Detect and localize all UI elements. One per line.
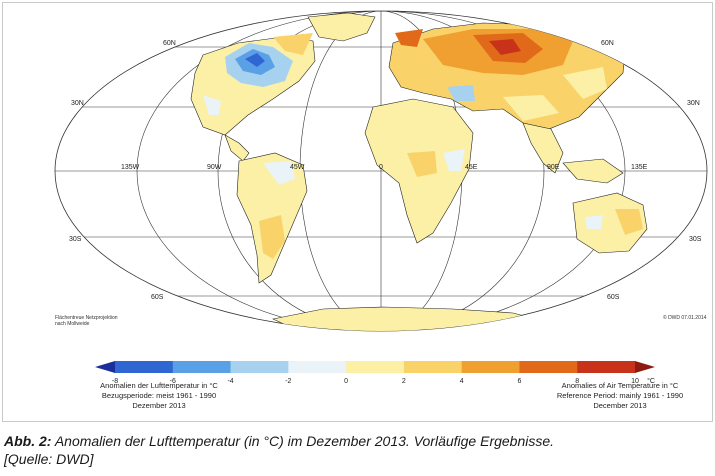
- colorbar-tick-label: 4: [460, 378, 464, 385]
- colorbar-tick-label: 10: [631, 378, 639, 385]
- figure-frame: 60N 30N 30S 60S 135W 90W 45W 0 45E 90E 1…: [2, 2, 713, 422]
- colorbar-segment: [519, 361, 578, 373]
- colorbar-segment: [115, 361, 174, 373]
- lat-label-60s: 60S: [151, 294, 164, 301]
- colorbar-tick-label: 8: [575, 378, 579, 385]
- colorbar-segment: [288, 361, 347, 373]
- grid-labels: 60N 30N 30S 60S 135W 90W 45W 0 45E 90E 1…: [69, 40, 702, 301]
- lon-label-45w: 45W: [290, 164, 305, 171]
- colorbar-unit-label: °C: [647, 377, 655, 385]
- lon-label-45e: 45E: [465, 164, 478, 171]
- projection-note-line2: nach Mollweide: [55, 321, 90, 327]
- greenland: [307, 12, 376, 42]
- south-america: [236, 152, 308, 284]
- legend-german-line3: Dezember 2013: [132, 401, 186, 410]
- central-america: [224, 134, 250, 162]
- lon-label-135e: 135E: [631, 164, 648, 171]
- caption-text: Anomalien der Lufttemperatur (in °C) im …: [51, 433, 555, 449]
- legend-german-line2: Bezugsperiode: meist 1961 - 1990: [101, 391, 217, 400]
- lat-label-60n: 60N: [163, 40, 176, 47]
- eurasia: [388, 22, 626, 130]
- legend-german: Anomalien der Lufttemperatur in °C Bezug…: [79, 381, 239, 411]
- colorbar-tick-label: -4: [227, 378, 233, 385]
- lon-label-0: 0: [379, 164, 383, 171]
- maritime-southeast-asia: [562, 158, 624, 184]
- south-asia: [522, 122, 564, 174]
- projection-note-line1: Flächentreue Netzprojektion: [55, 315, 118, 321]
- lat-label-60n-right: 60N: [601, 40, 614, 47]
- lat-label-30s-right: 30S: [689, 236, 702, 243]
- colorbar-tick-label: 0: [344, 378, 348, 385]
- lat-label-30s: 30S: [69, 236, 82, 243]
- lon-label-90e: 90E: [547, 164, 560, 171]
- colorbar-tick-label: -2: [285, 378, 291, 385]
- lon-label-90w: 90W: [207, 164, 222, 171]
- dwd-credit: © DWD 07.01.2014: [663, 314, 707, 321]
- lat-label-30n-right: 30N: [687, 100, 700, 107]
- legend-english: Anomalies of Air Temperature in °C Refer…: [535, 381, 705, 411]
- colorbar: -8 -6 -4 -2 0 2 4 6 8 10 °C: [95, 361, 655, 385]
- colorbar-tick-label: 2: [402, 378, 406, 385]
- colorbar-tick-label: -8: [112, 378, 118, 385]
- north-america: [190, 33, 316, 136]
- anomaly-map: 60N 30N 30S 60S 135W 90W 45W 0 45E 90E 1…: [54, 10, 708, 385]
- colorbar-segment: [403, 361, 463, 373]
- australia: [572, 192, 648, 254]
- colorbar-tick-label: -6: [170, 378, 176, 385]
- caption-source: [Quelle: DWD]: [4, 451, 94, 467]
- colorbar-arrow-right: [635, 361, 655, 373]
- lat-label-60s-right: 60S: [607, 294, 620, 301]
- colorbar-arrow-left: [95, 361, 115, 373]
- lat-label-30n: 30N: [71, 100, 84, 107]
- caption-label: Abb. 2:: [4, 433, 52, 449]
- colorbar-segment: [346, 361, 405, 373]
- colorbar-segment: [230, 361, 289, 373]
- figure-caption: Abb. 2: Anomalien der Lufttemperatur (in…: [4, 432, 712, 468]
- legend-german-line1: Anomalien der Lufttemperatur in °C: [100, 381, 218, 390]
- colorbar-tick-label: 6: [517, 378, 521, 385]
- colorbar-segment: [461, 361, 520, 373]
- colorbar-segment: [577, 361, 636, 373]
- legend-english-line3: December 2013: [593, 401, 647, 410]
- legend-english-line2: Reference Period: mainly 1961 - 1990: [556, 391, 684, 400]
- africa: [364, 98, 474, 244]
- legend-english-line1: Anomalies of Air Temperature in °C: [561, 381, 679, 390]
- lon-label-135w: 135W: [121, 164, 140, 171]
- colorbar-segment: [172, 361, 232, 373]
